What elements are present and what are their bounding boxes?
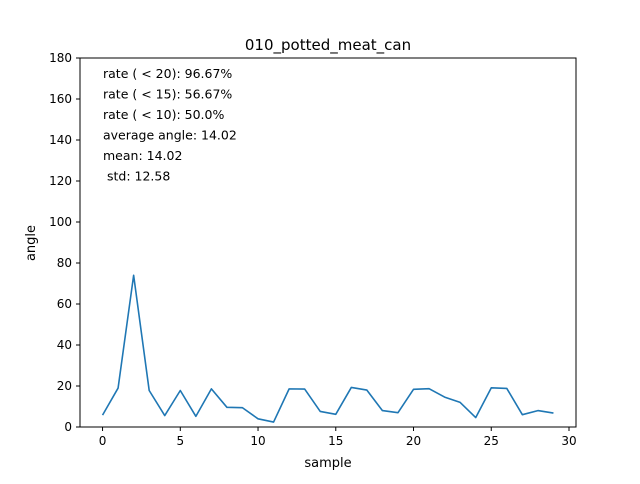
x-tick-label: 25 xyxy=(484,434,499,448)
y-tick-label: 40 xyxy=(57,338,72,352)
y-tick-label: 20 xyxy=(57,379,72,393)
y-tick-label: 140 xyxy=(49,133,72,147)
x-tick-label: 0 xyxy=(99,434,107,448)
annotation-line: rate ( < 10): 50.0% xyxy=(103,107,224,122)
annotation-line: mean: 14.02 xyxy=(103,148,182,163)
series-line-0 xyxy=(101,274,554,423)
annotation-line: std: 12.58 xyxy=(103,169,170,184)
y-tick-label: 100 xyxy=(49,215,72,229)
annotation-line: rate ( < 20): 96.67% xyxy=(103,66,232,81)
x-tick-label: 20 xyxy=(406,434,421,448)
x-tick-label: 10 xyxy=(250,434,265,448)
y-tick-label: 0 xyxy=(64,420,72,434)
x-axis-label: sample xyxy=(304,456,351,471)
axes-frame xyxy=(79,57,577,428)
y-tick-label: 160 xyxy=(49,92,72,106)
y-tick-label: 120 xyxy=(49,174,72,188)
annotation-line: rate ( < 15): 56.67% xyxy=(103,87,232,102)
y-tick-label: 60 xyxy=(57,297,72,311)
x-tick-label: 30 xyxy=(561,434,576,448)
y-tick-label: 80 xyxy=(57,256,72,270)
y-tick-label: 180 xyxy=(49,51,72,65)
y-axis-label: angle xyxy=(24,225,39,261)
x-tick-label: 5 xyxy=(176,434,184,448)
annotation-block: rate ( < 20): 96.67% rate ( < 15): 56.67%… xyxy=(103,66,237,184)
annotation-line: average angle: 14.02 xyxy=(103,128,237,143)
plot-area: 0 5 10 15 20 25 30 0 20 40 60 80 100 120 140 160 180 xyxy=(49,51,577,448)
chart-title: 010_potted_meat_can xyxy=(245,36,411,55)
x-tick-label: 15 xyxy=(328,434,343,448)
